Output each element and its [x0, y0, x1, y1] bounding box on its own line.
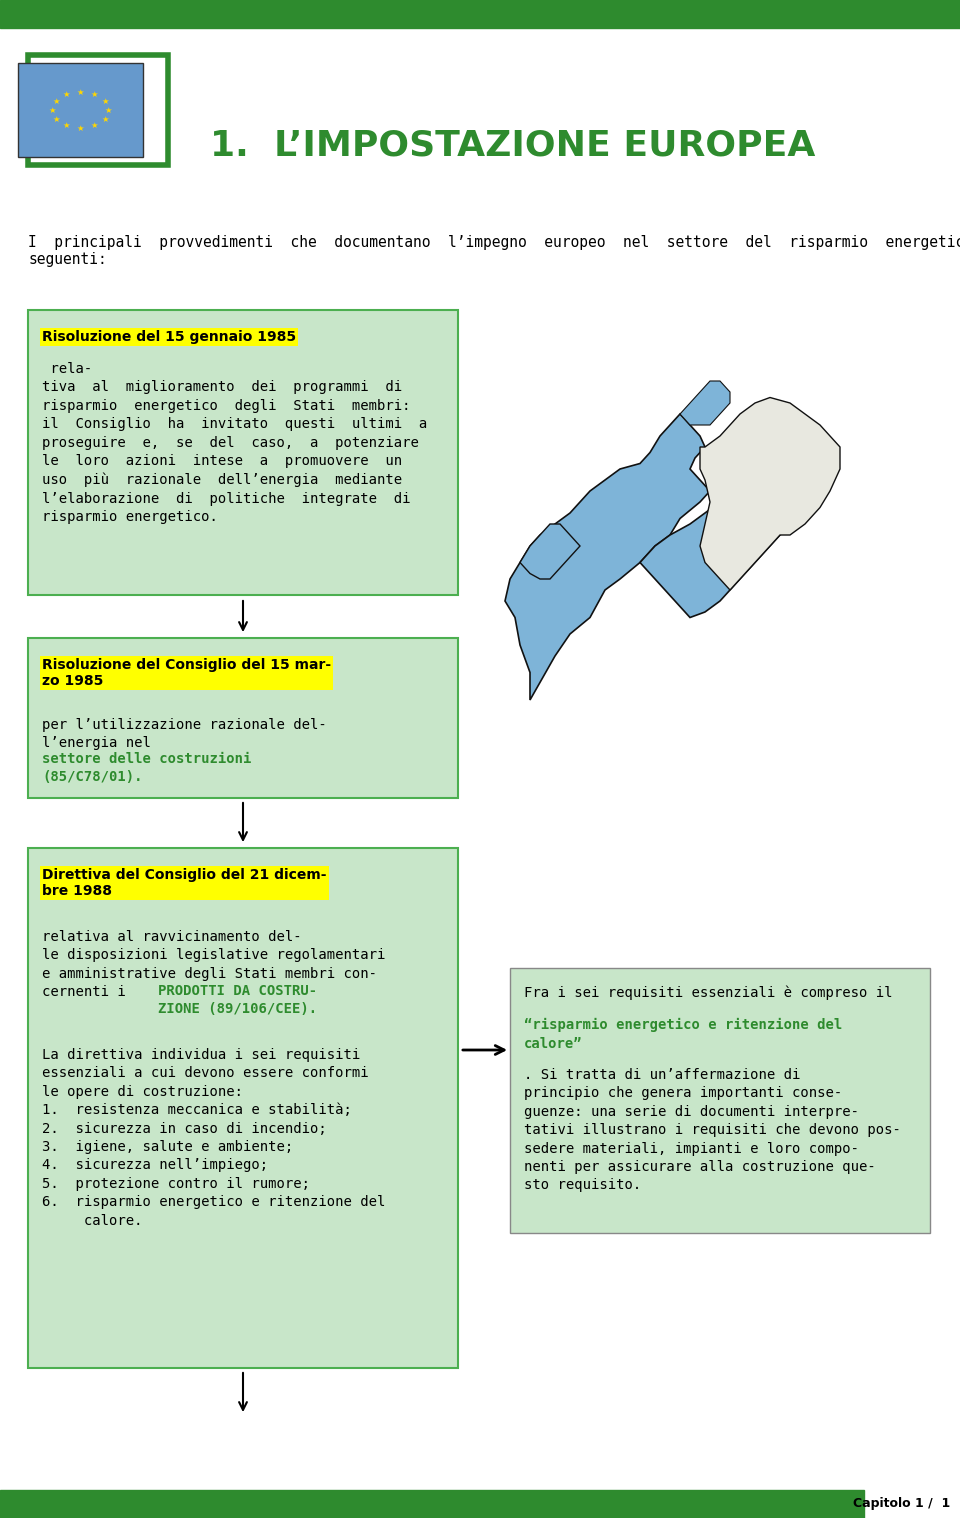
Text: Fra i sei requisiti essenziali è compreso il: Fra i sei requisiti essenziali è compres… [524, 987, 893, 1000]
Polygon shape [640, 442, 820, 618]
Bar [18, 64, 143, 156]
Text: ★: ★ [49, 105, 57, 114]
Text: Direttiva del Consiglio del 21 dicem-
bre 1988: Direttiva del Consiglio del 21 dicem- br… [42, 868, 326, 899]
Text: I  principali  provvedimenti  che  documentano  l’impegno  europeo  nel  settore: I principali provvedimenti che documenta… [28, 235, 960, 267]
Text: Capitolo 1 /  1: Capitolo 1 / 1 [852, 1497, 950, 1510]
Text: ★: ★ [62, 121, 70, 131]
Bar [28, 55, 168, 165]
Bar [0, 0, 960, 27]
Text: . Si tratta di un’affermazione di
principio che genera importanti conse-
guenze:: . Si tratta di un’affermazione di princi… [524, 1069, 900, 1193]
Text: La direttiva individua i sei requisiti
essenziali a cui devono essere conformi
l: La direttiva individua i sei requisiti e… [42, 1047, 385, 1228]
Text: ★: ★ [53, 97, 60, 105]
Text: ★: ★ [77, 88, 84, 97]
Bar [28, 849, 458, 1368]
Text: ★: ★ [105, 105, 112, 114]
Text: 1.  L’IMPOSTAZIONE EUROPEA: 1. L’IMPOSTAZIONE EUROPEA [210, 128, 815, 162]
Bar [0, 1491, 864, 1518]
Text: “risparmio energetico e ritenzione del
calore”: “risparmio energetico e ritenzione del c… [524, 1019, 842, 1050]
Polygon shape [505, 414, 710, 700]
Text: settore delle costruzioni
(85/C78/01).: settore delle costruzioni (85/C78/01). [42, 751, 252, 785]
Text: per l’utilizzazione razionale del-
l’energia nel: per l’utilizzazione razionale del- l’ene… [42, 718, 326, 750]
Text: ★: ★ [53, 114, 60, 123]
Polygon shape [520, 524, 580, 578]
Polygon shape [680, 381, 730, 425]
Text: ★: ★ [91, 121, 98, 131]
Text: Risoluzione del Consiglio del 15 mar-
zo 1985: Risoluzione del Consiglio del 15 mar- zo… [42, 657, 331, 688]
Text: PRODOTTI DA COSTRU-
ZIONE (89/106/CEE).: PRODOTTI DA COSTRU- ZIONE (89/106/CEE). [158, 984, 317, 1017]
Bar [510, 968, 930, 1233]
Bar [28, 310, 458, 595]
Text: rela-
tiva  al  miglioramento  dei  programmi  di
risparmio  energetico  degli  : rela- tiva al miglioramento dei programm… [42, 361, 427, 524]
Text: Risoluzione del 15 gennaio 1985: Risoluzione del 15 gennaio 1985 [42, 329, 296, 345]
Text: ★: ★ [91, 90, 98, 99]
Polygon shape [720, 414, 805, 502]
Bar [28, 638, 458, 798]
Polygon shape [700, 398, 840, 591]
Text: ★: ★ [101, 97, 108, 105]
Text: ★: ★ [77, 123, 84, 132]
Text: ★: ★ [62, 90, 70, 99]
Text: ★: ★ [101, 114, 108, 123]
Text: relativa al ravvicinamento del-
le disposizioni legislative regolamentari
e ammi: relativa al ravvicinamento del- le dispo… [42, 931, 385, 999]
